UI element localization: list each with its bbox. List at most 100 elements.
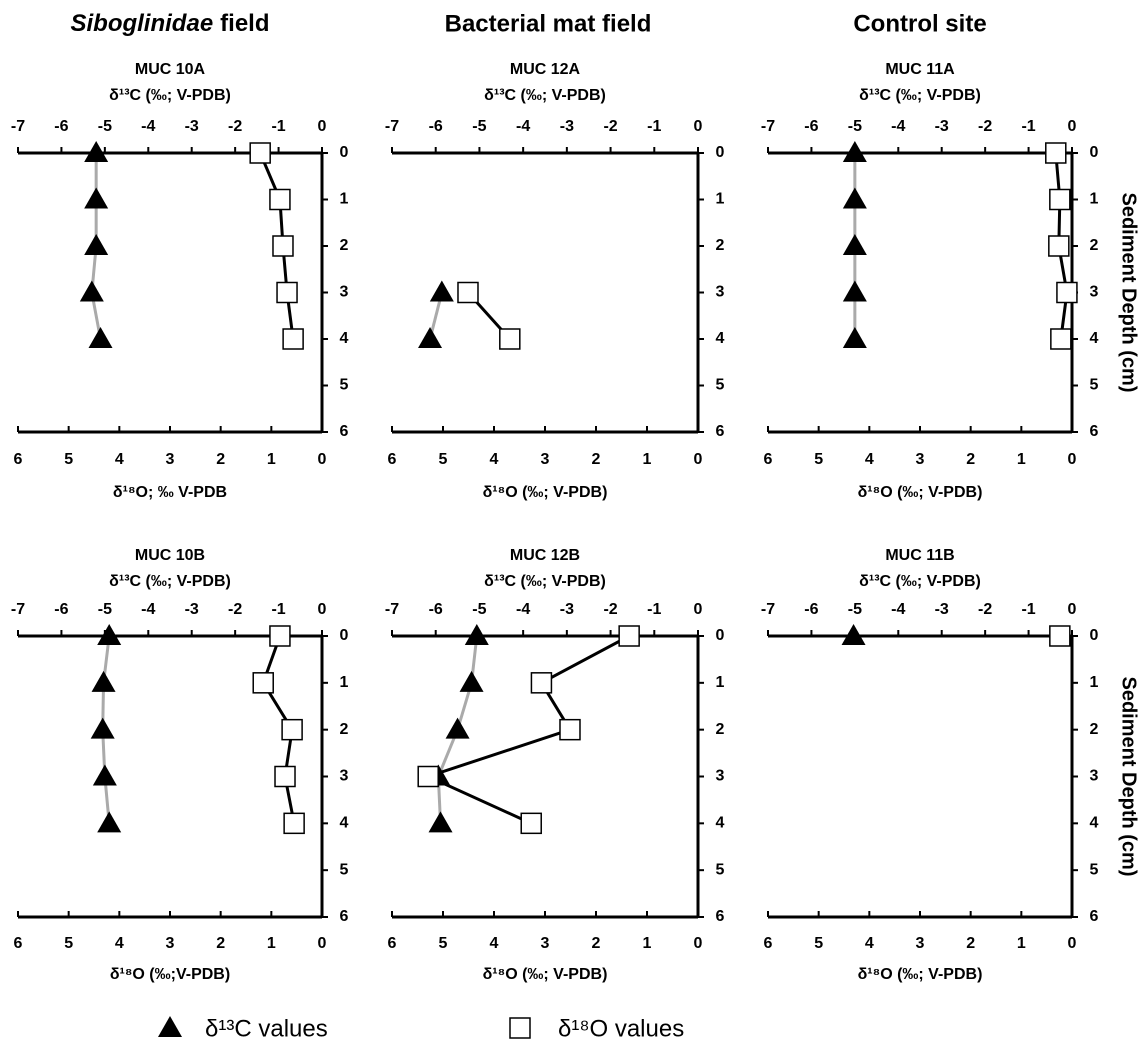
x2-tick-label: 0 [694,451,703,468]
x2-axis-label: δ¹⁸O (‰; V-PDB) [483,966,608,983]
x2-tick-label: 4 [490,935,499,952]
x-axis-label: δ¹³C (‰; V-PDB) [109,87,231,104]
column-title-rest: field [220,10,269,37]
y-tick-label: 4 [716,330,725,347]
x-tick-label: -1 [271,118,285,135]
y-tick-label: 0 [1090,144,1099,161]
y-tick-label: 5 [716,861,725,878]
triangle-marker [84,234,109,255]
x-tick-label: -6 [429,601,443,618]
chart-title: MUC 11A [885,61,955,78]
x-tick-label: -5 [848,601,862,618]
x2-tick-label: 3 [541,451,550,468]
x2-tick-label: 3 [541,935,550,952]
square-marker [499,328,521,350]
triangle-marker [90,717,115,739]
x2-axis-label: δ¹⁸O (‰; V-PDB) [858,484,983,501]
x2-tick-label: 5 [64,935,73,952]
x2-tick-label: 1 [643,451,652,468]
x2-tick-label: 6 [764,935,773,952]
x-tick-label: -3 [185,601,199,618]
y-tick-label: 6 [1090,908,1099,925]
x-tick-label: -5 [848,118,862,135]
x2-axis-label: δ¹⁸O (‰; V-PDB) [483,484,608,501]
y-tick-label: 6 [340,423,349,440]
y-axis-label: Sediment Depth (cm) [1118,676,1140,876]
x-tick-label: -5 [98,601,112,618]
x-tick-label: 0 [694,601,703,618]
x-tick-label: -3 [560,601,574,618]
x-tick-label: -4 [516,601,530,618]
legend-label: δ¹³C values [205,1015,328,1042]
square-marker [1045,142,1067,164]
triangle-marker [429,280,454,302]
y-tick-label: 2 [716,721,725,738]
y-axis-label: Sediment Depth (cm) [1118,192,1140,392]
x-tick-label: -6 [54,601,68,618]
y-tick-label: 4 [1090,815,1099,832]
square-marker [1048,235,1070,257]
triangle-marker [97,624,122,645]
x-tick-label: -6 [54,118,68,135]
x2-tick-label: 2 [216,451,225,468]
chart-title: MUC 12A [510,61,581,78]
x-tick-label: -7 [761,118,775,135]
triangle-marker [842,141,867,162]
y-tick-label: 0 [716,627,725,644]
y-tick-label: 5 [1090,377,1099,394]
square-marker [1050,328,1072,350]
triangle-marker [79,280,104,302]
y-tick-label: 1 [1090,191,1099,208]
x-tick-label: -7 [385,118,399,135]
x-tick-label: -1 [271,601,285,618]
square-marker [276,281,298,304]
square-marker [281,718,303,741]
x-axis-label: δ¹³C (‰; V-PDB) [484,573,606,590]
square-marker [269,625,291,647]
x2-tick-label: 4 [115,451,124,468]
x-tick-label: 0 [318,118,327,135]
x2-tick-label: 5 [439,935,448,952]
x-tick-label: -1 [647,601,661,618]
y-tick-label: 3 [716,768,725,785]
x2-tick-label: 2 [216,935,225,952]
triangle-marker [842,234,867,255]
x-tick-label: -1 [647,118,661,135]
x2-tick-label: 1 [267,935,276,952]
triangle-marker [92,764,117,786]
x2-tick-label: 2 [592,935,601,952]
y-tick-label: 4 [340,330,349,347]
y-tick-label: 6 [716,423,725,440]
x2-tick-label: 5 [64,451,73,468]
x2-tick-label: 0 [1068,935,1077,952]
x2-tick-label: 4 [865,935,874,952]
square-marker [272,235,294,257]
triangle-marker [84,141,109,162]
triangle-marker [97,811,122,833]
y-tick-label: 0 [340,144,349,161]
square-marker [417,765,439,788]
x2-tick-label: 3 [166,935,175,952]
x-axis-label: δ¹³C (‰; V-PDB) [859,87,981,104]
triangle-marker [91,670,116,692]
y-tick-label: 3 [340,768,349,785]
y-tick-label: 5 [716,377,725,394]
x-tick-label: 0 [694,118,703,135]
square-marker [269,188,291,211]
y-tick-label: 2 [340,237,349,254]
x-tick-label: -2 [978,601,992,618]
column-title: Control site [853,10,986,37]
x-tick-label: -5 [98,118,112,135]
x-tick-label: -3 [560,118,574,135]
x2-axis-label: δ¹⁸O (‰;V-PDB) [110,966,230,983]
y-tick-label: 4 [716,815,725,832]
square-marker [457,281,479,304]
x2-tick-label: 6 [14,451,23,468]
y-tick-label: 4 [1090,330,1099,347]
triangle-marker [841,624,866,645]
square-marker [618,625,640,647]
x-tick-label: -2 [228,118,242,135]
x2-tick-label: 4 [115,935,124,952]
x-tick-label: 0 [1068,601,1077,618]
